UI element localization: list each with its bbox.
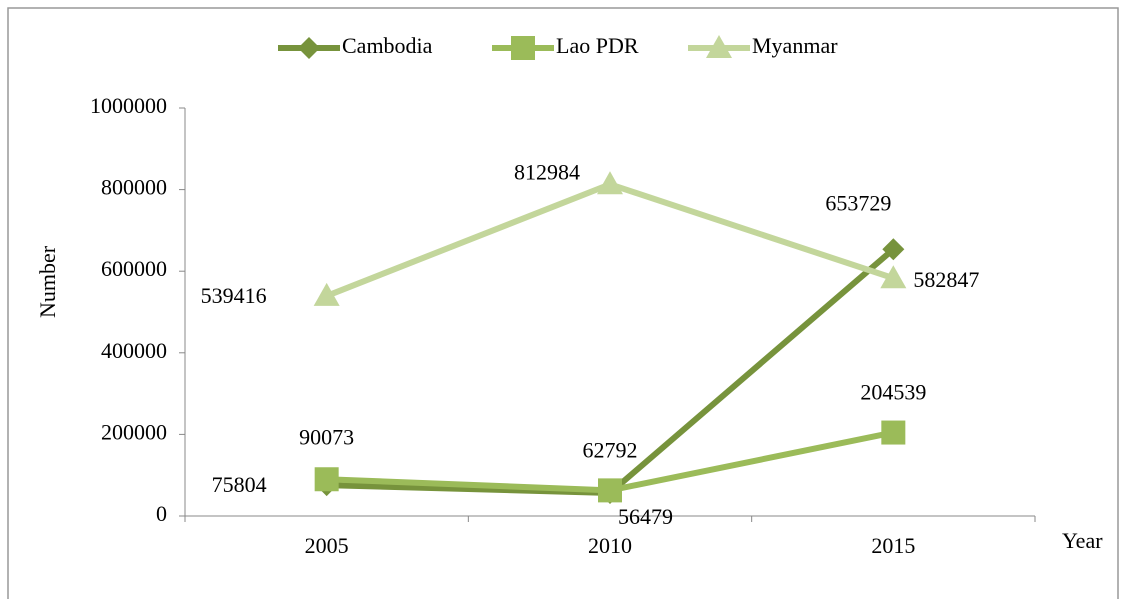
y-tick-label: 0 xyxy=(156,501,167,526)
y-tick-label: 600000 xyxy=(101,256,167,281)
data-point xyxy=(314,467,339,492)
data-point xyxy=(313,282,340,306)
data-label: 812984 xyxy=(514,159,580,184)
data-label: 539416 xyxy=(201,283,267,308)
legend-label: Lao PDR xyxy=(556,33,639,58)
legend-marker xyxy=(511,36,535,60)
data-label: 90073 xyxy=(299,424,354,449)
data-point xyxy=(597,171,623,195)
y-tick-label: 800000 xyxy=(101,175,167,200)
x-tick-label: 2010 xyxy=(588,533,632,558)
data-label: 204539 xyxy=(860,380,926,405)
data-label: 653729 xyxy=(825,190,891,215)
legend-label: Cambodia xyxy=(342,33,433,58)
data-point xyxy=(882,238,905,261)
y-tick-label: 200000 xyxy=(101,419,167,444)
chart-frame xyxy=(7,7,1119,599)
x-tick-label: 2005 xyxy=(305,533,349,558)
y-tick-label: 1000000 xyxy=(90,93,167,118)
data-point xyxy=(598,478,622,503)
x-tick-label: 2015 xyxy=(871,533,915,558)
data-label: 56479 xyxy=(618,504,673,529)
legend-marker xyxy=(706,35,732,58)
y-axis-title: Number xyxy=(35,245,60,318)
data-label: 75804 xyxy=(212,472,267,497)
y-tick-label: 400000 xyxy=(101,338,167,363)
data-point xyxy=(880,265,907,289)
x-axis-title: Year xyxy=(1062,528,1103,553)
legend-marker xyxy=(298,37,320,59)
data-label: 582847 xyxy=(913,267,979,292)
data-label: 62792 xyxy=(583,437,638,462)
legend-label: Myanmar xyxy=(752,33,838,58)
data-point xyxy=(881,420,906,445)
